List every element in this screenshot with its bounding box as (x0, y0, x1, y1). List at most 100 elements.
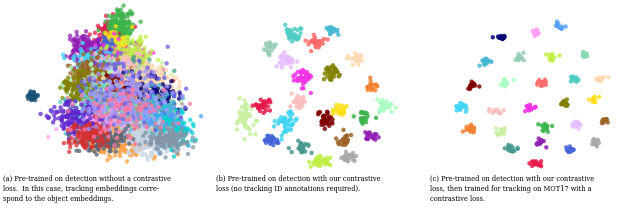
Point (175, 93, 186, 97)
Point (152, 102, 163, 106)
Point (116, 41, 127, 45)
Point (541, 127, 552, 131)
Point (101, 65, 111, 69)
Point (129, 120, 140, 124)
Point (167, 140, 177, 143)
Point (100, 98, 111, 102)
Point (107, 56, 117, 59)
Point (128, 58, 138, 61)
Point (97, 95, 108, 98)
Point (86, 66, 96, 70)
Point (314, 46, 324, 49)
Point (129, 69, 140, 73)
Point (102, 41, 113, 44)
Point (125, 97, 135, 101)
Point (95, 86, 105, 90)
Point (115, 42, 125, 45)
Point (60, 103, 70, 106)
Point (155, 103, 165, 106)
Point (156, 130, 166, 133)
Point (138, 129, 148, 133)
Point (88, 47, 99, 51)
Point (159, 76, 170, 79)
Point (95, 83, 106, 86)
Point (113, 73, 123, 77)
Point (138, 52, 148, 55)
Point (341, 155, 351, 158)
Point (88, 55, 98, 59)
Point (292, 28, 303, 32)
Point (330, 66, 340, 70)
Point (498, 82, 508, 86)
Point (156, 137, 166, 141)
Point (133, 114, 143, 118)
Point (70, 100, 80, 103)
Point (137, 115, 147, 119)
Point (95, 79, 106, 83)
Point (101, 139, 111, 143)
Point (147, 95, 157, 99)
Point (130, 43, 140, 47)
Point (128, 73, 138, 77)
Point (530, 31, 540, 34)
Point (305, 40, 316, 43)
Point (83, 43, 93, 47)
Point (86, 57, 97, 60)
Point (123, 117, 133, 121)
Point (97, 66, 107, 69)
Point (566, 75, 576, 78)
Point (177, 139, 188, 142)
Point (115, 114, 125, 117)
Point (166, 108, 176, 111)
Point (128, 93, 138, 97)
Point (529, 160, 539, 164)
Point (106, 68, 116, 71)
Point (112, 35, 122, 39)
Point (91, 58, 101, 61)
Point (131, 122, 141, 126)
Point (59, 141, 69, 145)
Point (121, 142, 131, 146)
Point (172, 121, 182, 124)
Point (266, 138, 276, 142)
Point (136, 111, 147, 114)
Point (74, 131, 84, 135)
Point (333, 142, 344, 146)
Point (300, 70, 310, 73)
Point (108, 84, 118, 87)
Point (120, 98, 131, 102)
Point (86, 89, 97, 93)
Point (129, 54, 140, 58)
Point (372, 84, 383, 88)
Point (111, 64, 121, 67)
Point (154, 113, 164, 116)
Point (124, 141, 134, 145)
Point (134, 62, 144, 66)
Point (106, 69, 116, 72)
Point (83, 126, 93, 129)
Point (107, 16, 117, 20)
Point (69, 125, 79, 128)
Point (134, 114, 144, 118)
Point (109, 52, 119, 55)
Point (108, 45, 118, 49)
Point (96, 80, 106, 84)
Point (90, 66, 100, 69)
Point (106, 113, 116, 116)
Point (86, 82, 96, 85)
Point (144, 109, 154, 112)
Point (119, 81, 129, 84)
Point (134, 59, 144, 62)
Point (132, 58, 142, 61)
Point (108, 90, 118, 94)
Point (167, 139, 177, 142)
Point (147, 137, 157, 141)
Point (155, 86, 165, 89)
Point (124, 81, 134, 85)
Point (108, 40, 118, 43)
Point (152, 80, 163, 83)
Point (106, 22, 116, 26)
Point (109, 64, 119, 68)
Point (465, 84, 476, 87)
Point (125, 120, 135, 124)
